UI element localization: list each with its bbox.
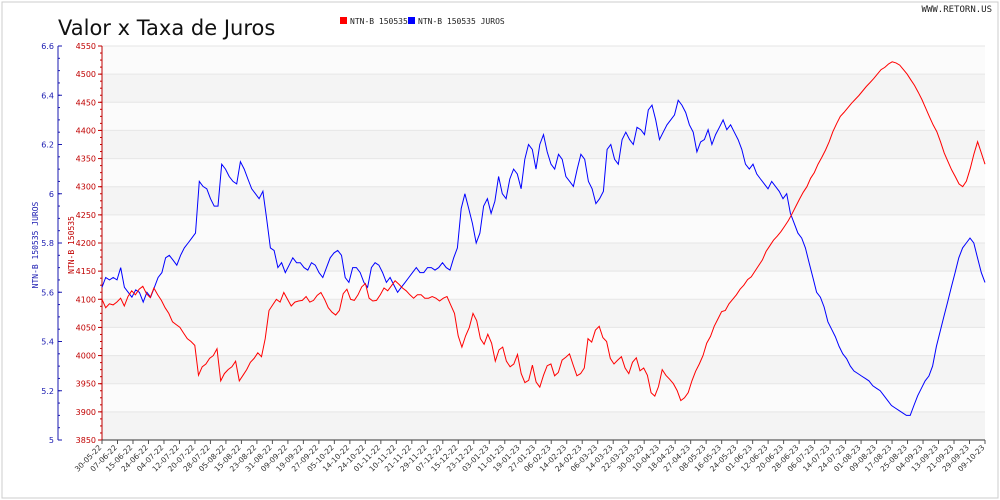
legend-swatch-red	[340, 17, 347, 24]
left-tick-label: 6.2	[41, 141, 54, 150]
right-tick-label: 4050	[76, 323, 96, 332]
right-tick-label: 4400	[76, 126, 96, 135]
grid-band	[102, 74, 985, 103]
left-tick-label: 5	[49, 436, 54, 445]
grid-band	[102, 383, 985, 412]
right-tick-label: 3900	[76, 408, 96, 417]
series-line-valor	[101, 61, 986, 402]
left-axis-ticks: 5 5.2 5.4 5.6 5.8 6 6.2 6.4 6.6	[41, 42, 62, 445]
right-tick-label: 4450	[76, 98, 96, 107]
right-tick-label: 3850	[76, 436, 96, 445]
grid-band	[102, 411, 985, 440]
grid-band	[102, 214, 985, 243]
right-axis-title: NTN-B 150535	[67, 216, 76, 274]
series-lines	[101, 61, 986, 416]
left-axis-title: NTN-B 150535 JUROS	[31, 201, 40, 288]
legend-swatch-blue	[408, 17, 415, 24]
right-axis-ticks: 3850 3900 3950 4000 4050 4100 4150 4200 4250 4300…	[76, 42, 102, 445]
right-tick-label: 4500	[76, 70, 96, 79]
legend-label-blue: NTN-B 150535 JUROS	[418, 17, 505, 26]
right-tick-label: 4250	[76, 211, 96, 220]
plot-grid-bands	[102, 46, 985, 440]
series-line-juros	[101, 99, 986, 416]
right-tick-label: 4000	[76, 352, 96, 361]
grid-band	[102, 355, 985, 384]
grid-band	[102, 327, 985, 356]
right-tick-label: 4300	[76, 183, 96, 192]
left-tick-label: 6	[49, 190, 54, 199]
grid-band	[102, 46, 985, 75]
left-tick-label: 6.6	[41, 42, 54, 51]
right-tick-label: 4100	[76, 295, 96, 304]
left-tick-label: 5.8	[41, 239, 54, 248]
right-tick-label: 4550	[76, 42, 96, 51]
legend: NTN-B 150535 NTN-B 150535 JUROS	[340, 17, 505, 26]
grid-band	[102, 243, 985, 272]
right-tick-label: 4350	[76, 155, 96, 164]
grid-band	[102, 271, 985, 300]
right-tick-label: 4150	[76, 267, 96, 276]
left-tick-label: 6.4	[41, 91, 54, 100]
left-tick-label: 5.2	[41, 387, 54, 396]
left-tick-label: 5.4	[41, 338, 54, 347]
grid-band	[102, 102, 985, 131]
left-tick-label: 5.6	[41, 288, 54, 297]
site-url: WWW.RETORN.US	[922, 5, 992, 15]
right-tick-label: 3950	[76, 380, 96, 389]
grid-band	[102, 186, 985, 215]
right-tick-label: 4200	[76, 239, 96, 248]
chart-title: Valor x Taxa de Juros	[58, 16, 275, 40]
grid-band	[102, 299, 985, 328]
legend-label-red: NTN-B 150535	[350, 17, 408, 26]
